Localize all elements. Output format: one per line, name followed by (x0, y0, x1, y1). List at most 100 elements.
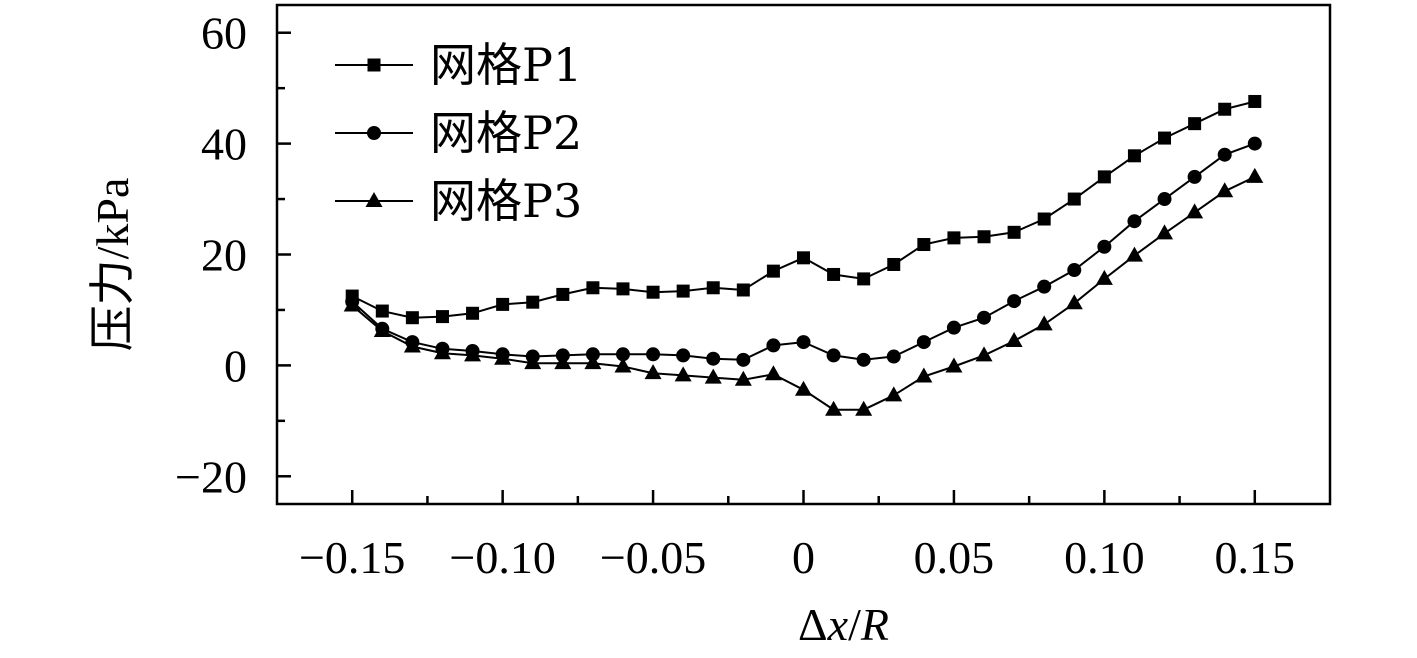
data-point (1246, 167, 1264, 183)
data-point (524, 354, 542, 370)
y-tick-label: 20 (201, 230, 247, 281)
legend-label: 网格P3 (430, 174, 582, 228)
data-point (856, 352, 871, 367)
x-tick-label: −0.15 (299, 532, 405, 583)
data-point (1248, 94, 1262, 108)
y-tick-label: 40 (201, 119, 247, 170)
data-point (676, 348, 691, 363)
data-point (614, 357, 632, 373)
plot-frame (275, 3, 1332, 506)
x-tick-label: 0 (792, 532, 815, 583)
data-point (466, 306, 480, 320)
data-point (945, 357, 963, 373)
data-point (1097, 170, 1111, 184)
data-point (1065, 294, 1083, 310)
data-point (1007, 294, 1022, 309)
data-point (646, 347, 661, 362)
data-point (706, 281, 720, 295)
legend-label: 网格P2 (430, 106, 582, 160)
data-point (1216, 182, 1234, 198)
data-point (1035, 315, 1053, 331)
data-point (343, 296, 361, 312)
data-point (736, 352, 751, 367)
data-point (615, 347, 630, 362)
data-point (373, 322, 391, 338)
data-point (885, 386, 903, 402)
data-point (946, 320, 961, 335)
data-point (1218, 102, 1232, 116)
data-point (433, 344, 451, 360)
data-point (977, 310, 992, 325)
data-point (796, 335, 811, 350)
y-axis-title: 压力/kPa (87, 178, 138, 352)
data-point (586, 281, 600, 295)
data-point (556, 287, 570, 301)
legend-item: 网格P1 (335, 38, 582, 92)
legend-marker (365, 192, 383, 207)
x-tick-label: 0.15 (1215, 532, 1296, 583)
data-point (797, 251, 810, 265)
data-point (1186, 203, 1204, 219)
data-point (887, 257, 901, 271)
data-point (674, 366, 692, 382)
y-tick-label: 0 (224, 340, 247, 391)
legend-marker (367, 126, 381, 140)
legend-item: 网格P2 (335, 106, 582, 160)
legend-marker (367, 58, 381, 72)
data-point (1095, 269, 1113, 285)
data-point (646, 285, 660, 299)
data-point (1067, 263, 1082, 278)
data-point (526, 295, 540, 309)
data-point (736, 283, 750, 297)
y-tick-label: −20 (175, 451, 247, 502)
data-point (795, 380, 812, 396)
legend-item: 网格P3 (335, 174, 582, 228)
data-point (826, 348, 841, 363)
data-point (975, 346, 993, 362)
data-point (1157, 192, 1172, 207)
data-point (1005, 331, 1023, 347)
data-point (464, 346, 482, 362)
data-point (1187, 169, 1202, 184)
data-point (1188, 117, 1202, 131)
data-point (1247, 136, 1262, 151)
data-point (405, 311, 419, 325)
data-point (375, 304, 389, 318)
data-point (915, 367, 933, 383)
data-point (857, 272, 871, 286)
x-tick-label: 0.05 (914, 532, 995, 583)
data-point (1158, 131, 1172, 145)
data-point (1125, 246, 1143, 262)
data-point (1007, 225, 1021, 239)
data-point (706, 351, 721, 366)
data-point (435, 310, 449, 324)
data-point (886, 349, 901, 364)
legend: 网格P1 网格P2 网格P3 (335, 38, 582, 228)
data-point (584, 354, 602, 370)
y-tick-label: 60 (201, 8, 247, 59)
data-point (825, 400, 843, 416)
data-point (855, 400, 873, 416)
data-point (764, 365, 782, 381)
chart-series (343, 94, 1264, 416)
data-point (766, 264, 780, 278)
data-point (644, 364, 662, 380)
data-point (403, 337, 421, 353)
data-point (766, 338, 781, 353)
data-point (704, 368, 722, 384)
data-point (1127, 149, 1141, 163)
axis-ticks: −0.15 −0.10 −0.05 0 0.05 0.10 0.15 −20 0 20 40 60 (175, 8, 1295, 583)
legend-label: 网格P1 (430, 38, 582, 92)
data-point (496, 297, 510, 311)
x-tick-label: −0.05 (600, 532, 706, 583)
data-point (1156, 224, 1174, 240)
data-point (1037, 279, 1052, 294)
data-point (917, 238, 931, 252)
data-point (494, 349, 512, 365)
data-point (554, 354, 572, 370)
data-point (1127, 214, 1142, 229)
data-point (1217, 147, 1232, 162)
data-point (827, 267, 841, 281)
data-point (734, 370, 752, 386)
